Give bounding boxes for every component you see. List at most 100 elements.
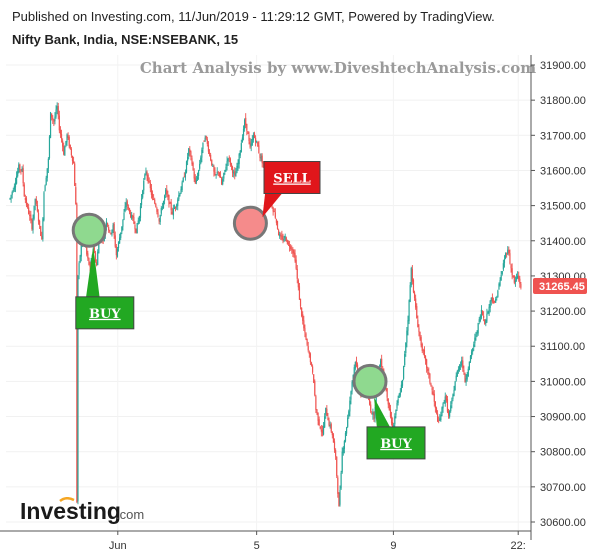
price-tick-label: 30900.00 bbox=[540, 412, 586, 424]
candle-body bbox=[211, 159, 213, 166]
candle-body bbox=[154, 199, 156, 204]
price-tick-label: 31900.00 bbox=[540, 60, 586, 72]
candle-body bbox=[509, 253, 511, 264]
candle-body bbox=[344, 432, 347, 442]
candle-body bbox=[135, 228, 137, 233]
candle-body bbox=[213, 165, 215, 172]
candle-body bbox=[143, 180, 145, 191]
candle-body bbox=[294, 253, 296, 261]
candle-body bbox=[304, 328, 306, 333]
candle-body bbox=[167, 194, 169, 197]
candle-body bbox=[120, 232, 122, 238]
candle-body bbox=[314, 381, 316, 396]
candle-body bbox=[179, 193, 181, 196]
candle-body bbox=[453, 389, 455, 397]
candle-body bbox=[449, 411, 451, 417]
candle-body bbox=[461, 360, 463, 366]
candle-body bbox=[149, 182, 151, 189]
candle-body bbox=[68, 136, 70, 147]
candle-body bbox=[63, 145, 65, 155]
candle-body bbox=[153, 198, 155, 200]
candle-body bbox=[469, 355, 472, 362]
candle-body bbox=[278, 230, 280, 236]
candle-body bbox=[500, 275, 502, 281]
candle-body bbox=[417, 319, 419, 328]
candle-body bbox=[400, 384, 403, 392]
annotations: BUY SELL BUY bbox=[71, 160, 426, 460]
candle-body bbox=[387, 398, 389, 405]
candle-body bbox=[520, 283, 522, 288]
candle-body bbox=[202, 142, 204, 149]
candle-body bbox=[296, 268, 298, 279]
candle-body bbox=[96, 262, 98, 266]
candle-body bbox=[197, 170, 200, 176]
candle-body bbox=[423, 349, 426, 357]
candle-body bbox=[495, 298, 497, 303]
candle-body bbox=[291, 248, 293, 250]
candle-body bbox=[298, 286, 301, 300]
candle-body bbox=[444, 396, 446, 404]
candle-body bbox=[36, 205, 39, 212]
candle-body bbox=[48, 136, 51, 158]
candle-body bbox=[476, 332, 478, 335]
candle-body bbox=[355, 360, 358, 367]
candle-body bbox=[426, 359, 428, 369]
candle-body bbox=[420, 337, 422, 346]
signal-circle bbox=[232, 205, 268, 241]
candle-body bbox=[76, 204, 78, 502]
candle-body bbox=[335, 450, 337, 457]
candle-body bbox=[345, 427, 348, 434]
candle-body bbox=[515, 277, 518, 280]
candle-body bbox=[518, 275, 520, 280]
candle-body bbox=[206, 139, 208, 145]
candle-body bbox=[454, 381, 456, 391]
candle-body bbox=[37, 212, 40, 222]
candle-body bbox=[204, 137, 206, 141]
candle-body bbox=[35, 199, 37, 204]
time-tick-label: 22: bbox=[511, 540, 526, 552]
candle-body bbox=[493, 301, 496, 303]
candle-body bbox=[66, 134, 68, 143]
candle-body bbox=[390, 416, 393, 424]
candle-body bbox=[408, 300, 410, 322]
candle-body bbox=[373, 411, 375, 419]
candle-body bbox=[491, 297, 493, 302]
candle-body bbox=[168, 195, 170, 205]
candle-body bbox=[510, 265, 512, 269]
candle-body bbox=[418, 327, 420, 333]
candle-body bbox=[455, 375, 457, 381]
candle-body bbox=[117, 242, 120, 249]
candle-body bbox=[171, 211, 173, 215]
candle-body bbox=[353, 367, 355, 376]
price-tick-label: 30800.00 bbox=[540, 447, 586, 459]
candle-body bbox=[146, 171, 148, 177]
candle-body bbox=[436, 413, 439, 422]
candle-body bbox=[285, 237, 287, 242]
candle-body bbox=[341, 451, 343, 473]
callout-label: BUY bbox=[89, 307, 121, 322]
candle-body bbox=[394, 416, 396, 425]
time-axis: Jun 5 9 22: bbox=[109, 531, 526, 552]
published-line: Published on Investing.com, 11/Jun/2019 … bbox=[12, 9, 495, 24]
candle-body bbox=[147, 174, 149, 183]
candle-body bbox=[241, 137, 244, 142]
candle-body bbox=[78, 263, 80, 275]
candle-body bbox=[137, 220, 139, 225]
candle-body bbox=[217, 171, 219, 173]
candle-body bbox=[473, 344, 475, 348]
time-tick-label: 5 bbox=[254, 540, 260, 552]
candle-body bbox=[49, 112, 52, 138]
candle-body bbox=[41, 235, 43, 240]
candle-body bbox=[272, 207, 274, 212]
candle-body bbox=[332, 434, 335, 443]
candle-body bbox=[512, 275, 514, 277]
candle-body bbox=[23, 184, 25, 197]
candle-body bbox=[306, 338, 308, 345]
candle-body bbox=[88, 257, 90, 265]
candle-body bbox=[310, 362, 313, 366]
candle-body bbox=[98, 239, 100, 254]
candle-body bbox=[375, 392, 377, 409]
candle-body bbox=[170, 202, 172, 211]
candle-body bbox=[75, 187, 77, 205]
